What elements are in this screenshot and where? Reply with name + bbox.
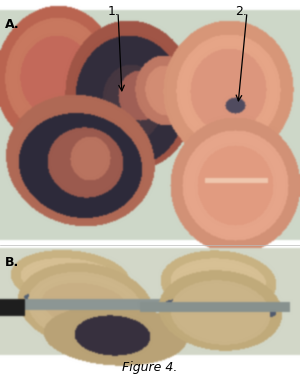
Text: Figure 4.: Figure 4. [122,361,178,375]
Text: A.: A. [5,18,20,31]
Text: 2.: 2. [235,5,247,18]
Text: 1.: 1. [108,5,120,18]
Text: B.: B. [5,256,19,269]
